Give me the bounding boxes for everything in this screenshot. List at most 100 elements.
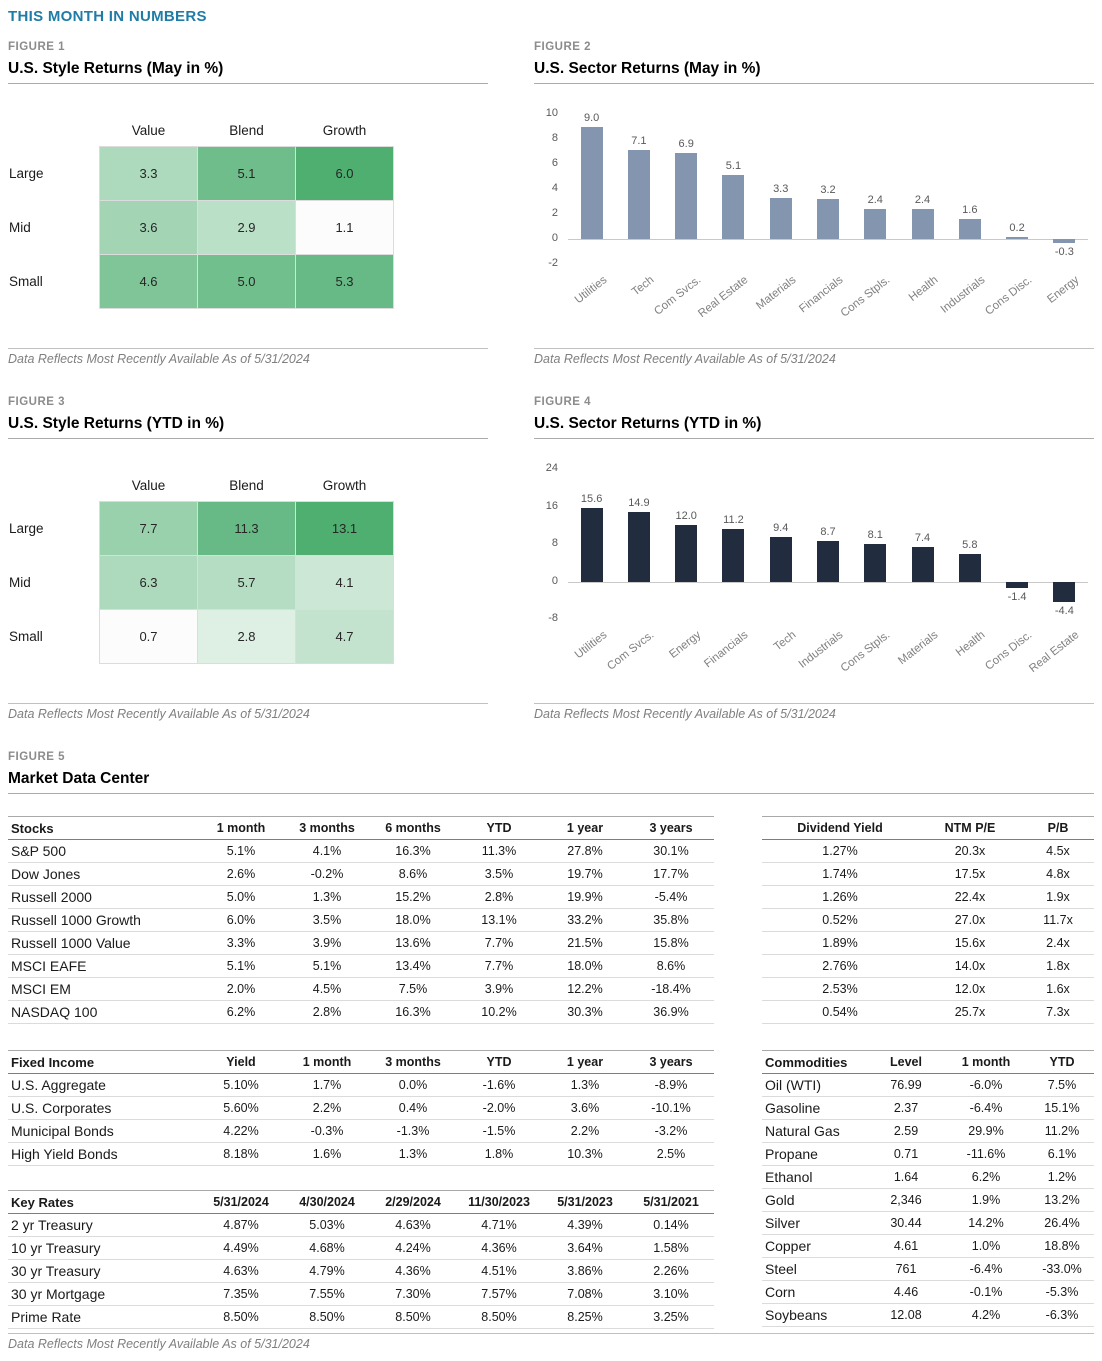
value-cell: 2.37 [893, 1101, 919, 1115]
value-cell: 30.3% [567, 1005, 603, 1019]
column-header: 1 month [302, 1055, 352, 1069]
value-cell: 4.36% [395, 1264, 431, 1278]
value-cell: -10.1% [651, 1101, 691, 1115]
value-cell: 2.2% [570, 1124, 600, 1138]
style-row: Small 0.7 2.8 4.7 [8, 609, 394, 664]
bar-value-label: 15.6 [580, 493, 603, 506]
market-data-grid: Stocks 1 month 3 months 6 months YTD 1 year 3 … [8, 816, 1094, 1329]
bar-energy [675, 525, 698, 582]
value-cell: 19.7% [567, 867, 603, 881]
style-row-label: Large [9, 521, 44, 536]
style-cell: 5.0 [197, 254, 296, 309]
style-cell: 6.0 [295, 146, 394, 201]
bar-financials [817, 199, 839, 239]
value-cell: 11.2% [1044, 1124, 1080, 1138]
y-tick-label: 0 [551, 232, 558, 244]
column-header: 1 year [566, 1055, 604, 1069]
valuation-table: Dividend Yield NTM P/E P/B 1.27% 20.3x 4.5x 1.… [762, 816, 1094, 1024]
stocks-table: Stocks 1 month 3 months 6 months YTD 1 year 3 … [8, 816, 714, 1024]
value-cell: 4.68% [309, 1241, 345, 1255]
x-category-label: Utilities [572, 629, 610, 662]
column-header: YTD [1049, 1055, 1075, 1069]
table-row: MSCI EM 2.0% 4.5% 7.5% 3.9% 12.2% -18.4% [8, 978, 714, 1001]
row-label: MSCI EAFE [11, 958, 87, 974]
value-cell: 1.74% [822, 867, 858, 881]
value-cell: 15.2% [395, 890, 431, 904]
figure-3-title: U.S. Style Returns (YTD in %) [8, 415, 488, 439]
table-header-row: Commodities Level 1 month YTD [762, 1050, 1094, 1074]
row-label: Municipal Bonds [11, 1123, 114, 1139]
bar-com-svcs [627, 511, 650, 582]
column-header: 3 months [385, 1055, 441, 1069]
table-row: MSCI EAFE 5.1% 5.1% 13.4% 7.7% 18.0% 8.6% [8, 955, 714, 978]
column-header: 1 month [216, 821, 266, 835]
y-tick-label: 24 [545, 462, 558, 474]
sector-returns-may-bar-chart: 10 8 6 4 2 0 -2 9.0 Utilities 7.1 Tech 6.9 Com Svcs.… [534, 98, 1094, 344]
table-row: Silver 30.44 14.2% 26.4% [762, 1212, 1094, 1235]
value-cell: -6.4% [969, 1101, 1003, 1115]
value-cell: 22.4x [954, 890, 986, 904]
style-row-label: Mid [9, 575, 31, 590]
row-label: 2 yr Treasury [11, 1217, 93, 1233]
value-cell: 5.1% [226, 844, 256, 858]
table-row: Oil (WTI) 76.99 -6.0% 7.5% [762, 1074, 1094, 1097]
table-title-cell: Stocks [11, 820, 54, 836]
value-cell: 27.8% [567, 844, 603, 858]
value-cell: 2.0% [226, 982, 256, 996]
value-cell: 1.64 [893, 1170, 919, 1184]
value-cell: -1.6% [482, 1078, 516, 1092]
y-tick-label: 8 [551, 537, 558, 549]
value-cell: -3.2% [654, 1124, 688, 1138]
value-cell: 7.08% [567, 1287, 603, 1301]
style-column-header: Value [131, 122, 166, 138]
table-row: Ethanol 1.64 6.2% 1.2% [762, 1166, 1094, 1189]
style-cell: 2.9 [197, 200, 296, 255]
value-cell: 7.7% [484, 936, 514, 950]
style-cell: 4.1 [295, 555, 394, 610]
table-row: Municipal Bonds 4.22% -0.3% -1.3% -1.5% 2.2% -… [8, 1120, 714, 1143]
figure-1-label: FIGURE 1 [8, 41, 66, 53]
bar-industrials [817, 540, 839, 582]
value-cell: 17.7% [653, 867, 689, 881]
style-cell: 3.6 [99, 200, 198, 255]
table-row: Propane 0.71 -11.6% 6.1% [762, 1143, 1094, 1166]
value-cell: 4.87% [223, 1218, 259, 1232]
value-cell: 5.60% [223, 1101, 259, 1115]
style-cell: 7.7 [99, 501, 198, 556]
value-cell: 0.52% [822, 913, 858, 927]
style-cell: 11.3 [197, 501, 296, 556]
value-cell: 25.7x [954, 1005, 986, 1019]
bar-tech [627, 150, 650, 239]
value-cell: 4.71% [481, 1218, 517, 1232]
bar-com-svcs [675, 152, 698, 239]
figure-5-section: FIGURE 5 Market Data Center Stocks 1 mont… [8, 751, 1094, 1351]
value-cell: -33.0% [1042, 1262, 1082, 1276]
x-category-label: Health [906, 274, 940, 304]
bar-value-label: 0.2 [1009, 221, 1025, 234]
bar-utilities [580, 508, 603, 582]
value-cell: 2.76% [822, 959, 858, 973]
table-row: 1.74% 17.5x 4.8x [762, 863, 1094, 886]
value-cell: 30.44 [890, 1216, 922, 1230]
value-cell: 761 [895, 1262, 917, 1276]
key-rates-table: Key Rates 5/31/2024 4/30/2024 2/29/2024 11/3… [8, 1190, 714, 1329]
style-column-header: Blend [229, 122, 264, 138]
style-cell: 5.1 [197, 146, 296, 201]
y-tick-label: 6 [551, 157, 558, 169]
bar-health [958, 554, 981, 582]
table-row: High Yield Bonds 8.18% 1.6% 1.3% 1.8% 10.3% 2.… [8, 1143, 714, 1166]
sector-returns-ytd-bar-chart: 24 16 8 0 -8 15.6 Utilities 14.9 Com Svcs. 12.0 En… [534, 453, 1094, 699]
value-cell: 4.5% [312, 982, 342, 996]
table-title-cell: Key Rates [11, 1194, 74, 1210]
x-category-label: Materials [895, 629, 940, 668]
value-cell: 0.14% [653, 1218, 689, 1232]
style-corner-cell [8, 469, 100, 502]
value-cell: 12.2% [567, 982, 603, 996]
y-tick-label: -2 [548, 257, 558, 269]
row-label: U.S. Corporates [11, 1100, 112, 1116]
bar-cons-disc [1006, 581, 1029, 589]
x-category-label: Cons Stpls. [838, 274, 893, 320]
bar-value-label: 7.1 [631, 135, 647, 148]
x-category-label: Com Svcs. [652, 274, 704, 318]
bar-health [911, 209, 934, 239]
